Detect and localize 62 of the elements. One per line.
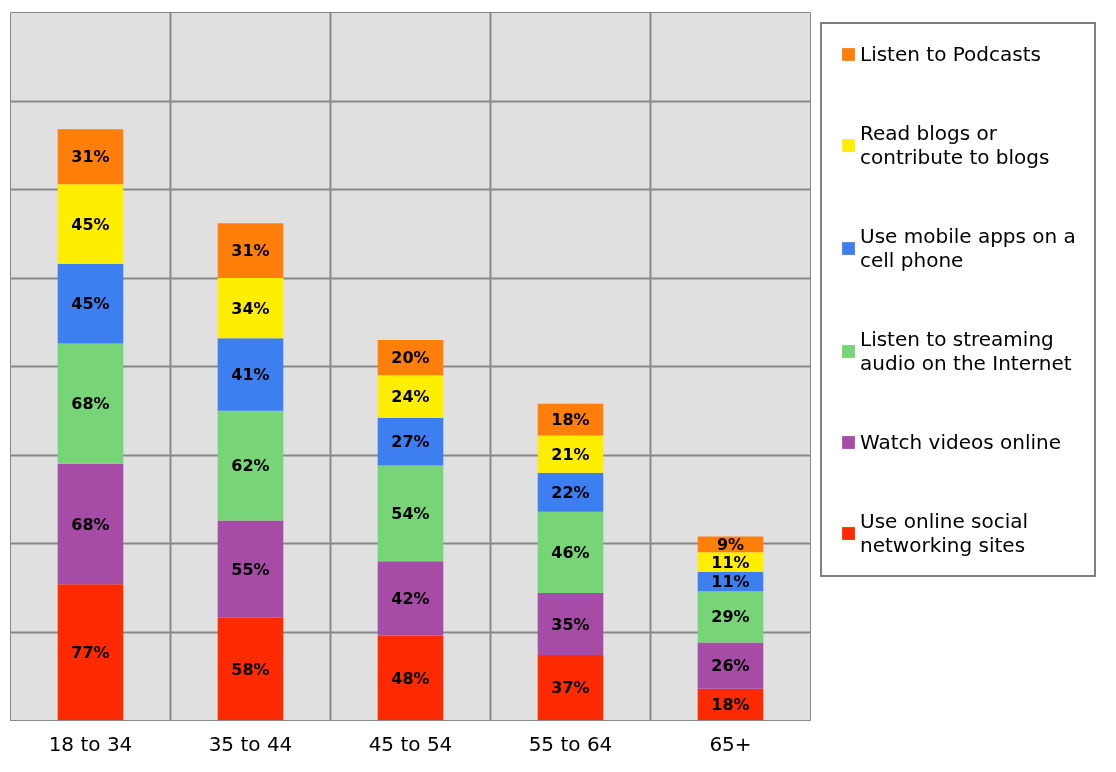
data-label: 26%	[711, 656, 750, 676]
data-label: 9%	[716, 534, 745, 554]
legend-label: Read blogs or contribute to blogs	[860, 121, 1050, 169]
data-label: 34%	[231, 298, 270, 318]
bar	[57, 463, 124, 585]
x-tick-label: 65+	[709, 731, 752, 756]
bar	[377, 375, 444, 418]
bar	[377, 561, 444, 636]
legend-label: Use mobile apps on a cell phone	[860, 224, 1076, 272]
data-label: 31%	[231, 241, 270, 261]
legend-label: Use online social networking sites	[860, 509, 1029, 557]
data-label: 29%	[711, 607, 750, 627]
data-label: 45%	[71, 214, 110, 234]
data-label: 68%	[71, 514, 110, 534]
x-tick-label: 35 to 44	[208, 731, 293, 756]
data-label: 68%	[71, 394, 110, 414]
bar	[377, 635, 444, 721]
data-label: 18%	[551, 410, 590, 430]
x-tick-label: 55 to 64	[528, 731, 613, 756]
data-label: 31%	[71, 147, 110, 167]
legend-label: Listen to Podcasts	[860, 42, 1041, 66]
legend-label: Listen to streaming audio on the Internet	[860, 327, 1072, 375]
bar	[57, 584, 124, 721]
bar	[377, 465, 444, 562]
data-label: 62%	[231, 456, 270, 476]
bar	[537, 511, 604, 594]
x-tick-label: 18 to 34	[48, 731, 133, 756]
data-label: 42%	[391, 588, 430, 608]
bar	[57, 343, 124, 464]
data-label: 11%	[711, 552, 750, 572]
x-tick-label: 45 to 54	[368, 731, 453, 756]
bar	[377, 417, 444, 466]
bar	[57, 129, 124, 185]
data-label: 46%	[551, 542, 590, 562]
bar	[217, 617, 284, 721]
data-label: 77%	[71, 642, 110, 662]
bar	[217, 410, 284, 521]
data-label: 35%	[551, 614, 590, 634]
data-label: 18%	[711, 695, 750, 715]
data-label: 55%	[231, 559, 270, 579]
bar	[57, 184, 124, 264]
bar	[57, 263, 124, 344]
data-label: 24%	[391, 387, 430, 407]
bar	[697, 591, 764, 643]
bar	[217, 223, 284, 278]
data-label: 48%	[391, 668, 430, 688]
bar	[217, 278, 284, 339]
data-label: 22%	[551, 482, 590, 502]
data-label: 58%	[231, 659, 270, 679]
bar	[537, 655, 604, 721]
bar	[217, 520, 284, 618]
data-label: 45%	[71, 294, 110, 314]
data-label: 21%	[551, 444, 590, 464]
bar	[217, 338, 284, 411]
data-label: 11%	[711, 572, 750, 592]
bar	[537, 593, 604, 656]
data-label: 41%	[231, 364, 270, 384]
data-label: 37%	[551, 678, 590, 698]
data-label: 27%	[391, 432, 430, 452]
data-label: 20%	[391, 348, 430, 368]
data-label: 54%	[391, 503, 430, 523]
legend-label: Watch videos online	[860, 430, 1062, 454]
